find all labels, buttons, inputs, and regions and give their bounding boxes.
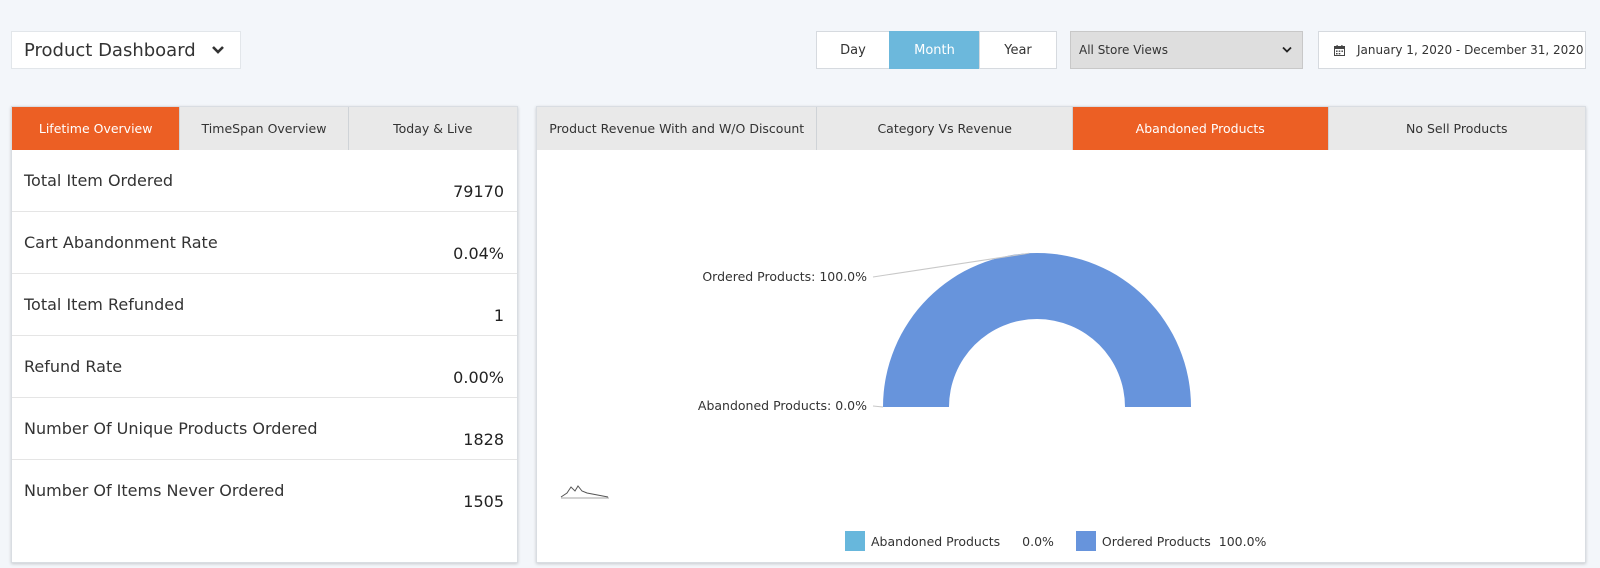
legend-swatch bbox=[1075, 531, 1096, 551]
stat-value: 0.00% bbox=[453, 368, 504, 387]
chart-area: Abandoned Products: 0.0% Ordered Products… bbox=[537, 150, 1587, 564]
stat-row-total-item-refunded: Total Item Refunded 1 bbox=[12, 274, 517, 336]
chevron-down-icon bbox=[212, 46, 224, 54]
tab-timespan-overview[interactable]: TimeSpan Overview bbox=[180, 107, 349, 150]
date-range-picker[interactable]: January 1, 2020 - December 31, 2020 bbox=[1318, 31, 1586, 69]
tab-abandoned-products[interactable]: Abandoned Products bbox=[1072, 107, 1329, 150]
tab-category-vs-revenue[interactable]: Category Vs Revenue bbox=[817, 107, 1073, 150]
stat-value: 1 bbox=[493, 306, 504, 325]
legend-label: Abandoned Products bbox=[871, 533, 1001, 549]
stat-label: Refund Rate bbox=[24, 357, 123, 376]
month-button[interactable]: Month bbox=[889, 31, 980, 69]
label-leader-line bbox=[872, 252, 1030, 278]
chart-legend: Abandoned Products 0.0% Ordered Products… bbox=[845, 531, 1266, 551]
legend-item-ordered[interactable]: Ordered Products 100.0% bbox=[1075, 531, 1267, 551]
stat-label: Total Item Ordered bbox=[24, 171, 174, 190]
store-view-select[interactable]: All Store Views bbox=[1070, 31, 1303, 69]
page-title: Product Dashboard bbox=[24, 39, 196, 61]
year-button[interactable]: Year bbox=[979, 31, 1057, 69]
tab-lifetime-overview[interactable]: Lifetime Overview bbox=[12, 107, 181, 150]
dashboard-selector[interactable]: Product Dashboard bbox=[11, 31, 241, 69]
semi-donut-chart: Abandoned Products: 0.0% Ordered Products… bbox=[560, 252, 1191, 499]
stat-row-total-item-ordered: Total Item Ordered 79170 bbox=[12, 150, 517, 212]
stats-list: Total Item Ordered 79170 Cart Abandonmen… bbox=[12, 150, 517, 522]
stat-row-cart-abandonment-rate: Cart Abandonment Rate 0.04% bbox=[12, 212, 517, 274]
stat-row-items-never-ordered: Number Of Items Never Ordered 1505 bbox=[12, 460, 517, 522]
legend-swatch bbox=[845, 531, 865, 551]
stat-row-unique-products-ordered: Number Of Unique Products Ordered 1828 bbox=[12, 398, 517, 460]
stat-label: Cart Abandonment Rate bbox=[24, 233, 218, 252]
stat-value: 1505 bbox=[463, 492, 504, 511]
legend-value: 0.0% bbox=[1022, 533, 1054, 549]
store-view-value: All Store Views bbox=[1079, 43, 1168, 57]
stat-label: Number Of Items Never Ordered bbox=[24, 481, 285, 500]
overview-card: Lifetime Overview TimeSpan Overview Toda… bbox=[11, 106, 518, 563]
legend-value: 100.0% bbox=[1218, 533, 1267, 549]
stat-label: Number Of Unique Products Ordered bbox=[24, 419, 318, 438]
legend-item-abandoned[interactable]: Abandoned Products 0.0% bbox=[845, 531, 1054, 551]
stat-label: Total Item Refunded bbox=[24, 295, 185, 314]
tab-product-revenue-discount[interactable]: Product Revenue With and W/O Discount bbox=[537, 107, 818, 150]
overview-tabs: Lifetime Overview TimeSpan Overview Toda… bbox=[12, 107, 517, 150]
tab-today-live[interactable]: Today & Live bbox=[348, 107, 517, 150]
product-chart-card: Product Revenue With and W/O Discount Ca… bbox=[536, 106, 1586, 563]
date-range-value: January 1, 2020 - December 31, 2020 bbox=[1357, 43, 1584, 57]
calendar-icon bbox=[1334, 44, 1345, 56]
legend-label: Ordered Products bbox=[1101, 533, 1211, 549]
amcharts-logo-icon[interactable] bbox=[560, 485, 609, 499]
pie-slice-ordered-products[interactable] bbox=[883, 253, 1191, 407]
chevron-down-icon bbox=[1282, 46, 1292, 53]
tab-no-sell-products[interactable]: No Sell Products bbox=[1328, 107, 1586, 150]
chart-tabs: Product Revenue With and W/O Discount Ca… bbox=[537, 107, 1586, 150]
stat-row-refund-rate: Refund Rate 0.00% bbox=[12, 336, 517, 398]
stat-value: 79170 bbox=[453, 182, 504, 201]
stat-value: 0.04% bbox=[453, 244, 504, 263]
day-button[interactable]: Day bbox=[816, 31, 890, 69]
label-leader-line bbox=[872, 405, 884, 408]
data-label: Abandoned Products: 0.0% bbox=[698, 398, 867, 413]
data-label: Ordered Products: 100.0% bbox=[702, 269, 867, 284]
stat-value: 1828 bbox=[463, 430, 504, 449]
